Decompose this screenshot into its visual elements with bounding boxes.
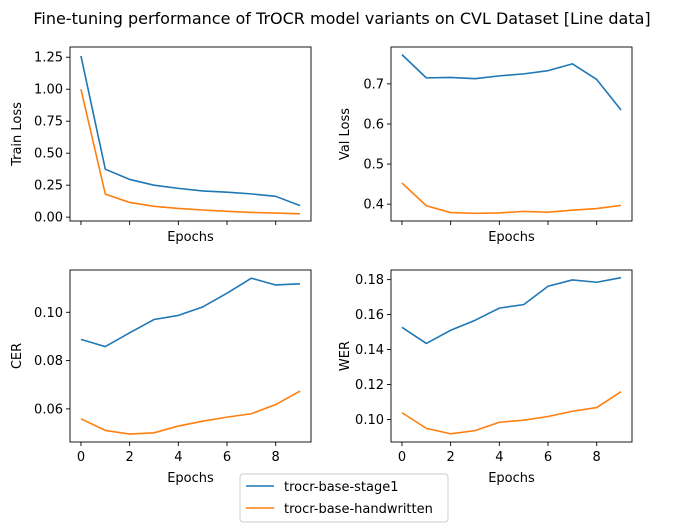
axes-frame xyxy=(69,269,312,443)
y-tick-label: 0.75 xyxy=(34,115,63,130)
series-line-handwritten xyxy=(401,390,622,435)
x-tick-label: 0 xyxy=(398,450,406,465)
y-tick-label: 0.6 xyxy=(363,117,384,132)
y-tick-label: 1.25 xyxy=(34,51,63,66)
y-tick-label: 0.5 xyxy=(363,158,384,173)
y-tick-label: 0.7 xyxy=(363,77,384,92)
y-tick-label: 0.06 xyxy=(34,402,63,417)
x-axis-label: Epochs xyxy=(488,471,535,486)
series-line-stage1 xyxy=(80,55,301,207)
x-tick-label: 2 xyxy=(447,450,455,465)
legend-frame xyxy=(239,473,449,523)
subplot-2: 0.4 0.5 0.6 0.7 Epochs Val Loss xyxy=(338,46,633,245)
subplot-4: 0.10 0.12 0.14 0.16 0.18 0 2 4 6 8 Epochs WER xyxy=(338,269,633,486)
series-line-handwritten xyxy=(401,182,622,215)
subplot-1: 0.00 0.25 0.50 0.75 1.00 1.25 Epochs Train Loss xyxy=(10,46,312,245)
figure-title: Fine-tuning performance of TrOCR model v… xyxy=(33,9,650,28)
x-axis-label: Epochs xyxy=(167,230,214,245)
axes-frame xyxy=(69,46,312,222)
y-tick-label: 0.12 xyxy=(355,378,384,393)
y-axis-label: CER xyxy=(10,343,25,369)
legend: trocr-base-stage1 trocr-base-handwritten xyxy=(239,473,449,523)
series-line-handwritten xyxy=(80,390,301,435)
legend-label-stage1: trocr-base-stage1 xyxy=(284,480,399,495)
y-tick-label: 0.18 xyxy=(355,273,384,288)
x-tick-label: 2 xyxy=(126,450,134,465)
y-tick-label: 0.25 xyxy=(34,179,63,194)
x-tick-label: 6 xyxy=(223,450,231,465)
x-tick-label: 8 xyxy=(593,450,601,465)
series-line-stage1 xyxy=(80,277,301,348)
series-line-handwritten xyxy=(80,89,301,215)
y-tick-label: 0.50 xyxy=(34,147,63,162)
y-tick-label: 0.4 xyxy=(363,198,384,213)
legend-label-handwritten: trocr-base-handwritten xyxy=(284,502,433,517)
x-tick-label: 8 xyxy=(272,450,280,465)
axes-frame xyxy=(390,46,633,222)
x-axis-label: Epochs xyxy=(488,230,535,245)
y-tick-label: 0.10 xyxy=(355,413,384,428)
y-axis-label: WER xyxy=(338,341,353,371)
y-tick-label: 1.00 xyxy=(34,83,63,98)
x-tick-label: 0 xyxy=(77,450,85,465)
y-tick-label: 0.16 xyxy=(355,308,384,323)
axes-frame xyxy=(390,269,633,443)
series-line-stage1 xyxy=(401,54,622,111)
x-tick-label: 4 xyxy=(495,450,503,465)
x-tick-label: 4 xyxy=(174,450,182,465)
y-axis-label: Train Loss xyxy=(10,102,25,167)
series-line-stage1 xyxy=(401,276,622,345)
y-tick-label: 0.08 xyxy=(34,354,63,369)
y-tick-label: 0.10 xyxy=(34,306,63,321)
y-tick-label: 0.14 xyxy=(355,343,384,358)
x-axis-label: Epochs xyxy=(167,471,214,486)
y-tick-label: 0.00 xyxy=(34,211,63,226)
subplot-3: 0.06 0.08 0.10 0 2 4 6 8 Epochs CER xyxy=(10,269,312,486)
y-axis-label: Val Loss xyxy=(338,108,353,160)
x-tick-label: 6 xyxy=(544,450,552,465)
